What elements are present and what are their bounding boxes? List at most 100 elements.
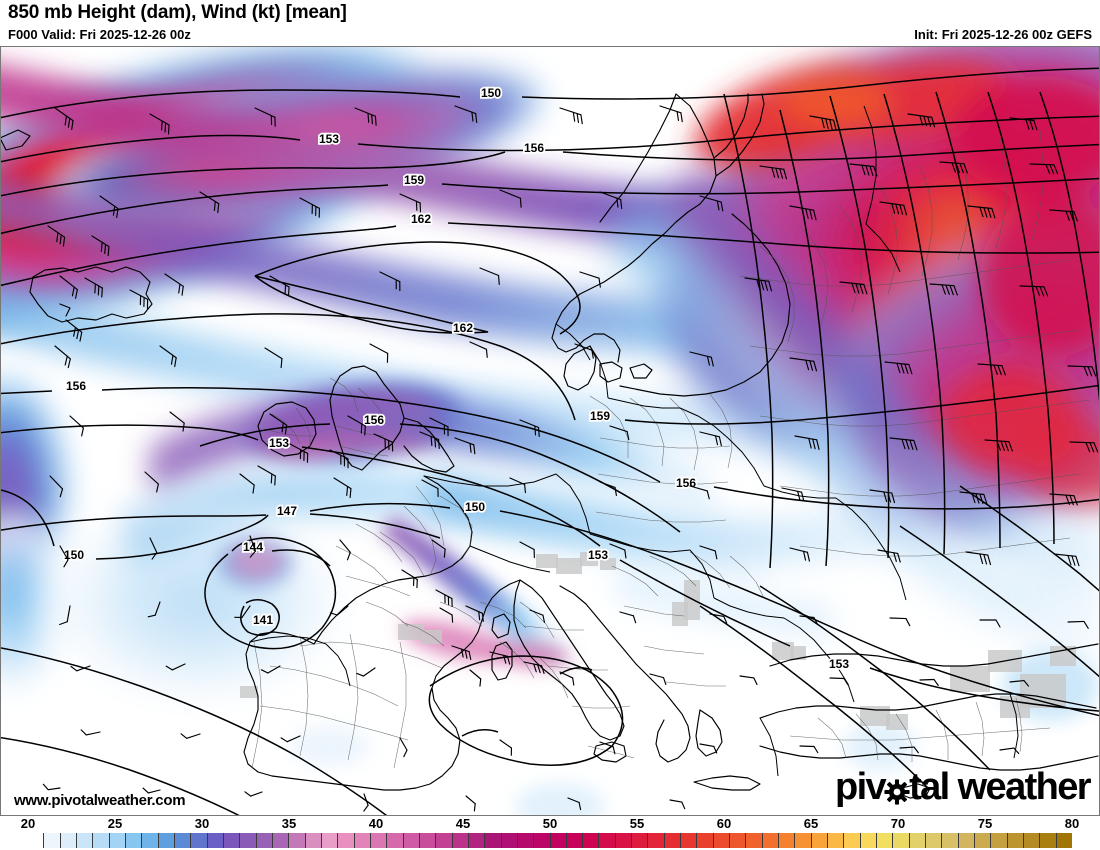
colorbar-cell-20: [354, 833, 371, 848]
colorbar-tick-75: 75: [977, 816, 993, 831]
contour-label-153-8: 153: [269, 436, 289, 450]
map-canvas[interactable]: 150 150 153 153 156 156 159 159 162 162 162 162 156 1…: [0, 46, 1100, 817]
colorbar-cell-39: [664, 833, 682, 848]
colorbar-cell-19: [338, 833, 355, 848]
colorbar-cell-52: [877, 833, 894, 848]
colorbar-cell-48: [811, 833, 829, 848]
colorbar-cell-0: [28, 833, 45, 848]
colorbar-swatches[interactable]: [28, 833, 1072, 848]
colorbar-cell-29: [501, 833, 518, 848]
colorbar-cell-58: [975, 833, 992, 848]
colorbar-cell-13: [240, 833, 257, 848]
colorbar-tick-60: 60: [716, 816, 732, 831]
colorbar-cell-61: [1024, 833, 1041, 848]
contour-label-141-16: 141: [253, 613, 273, 627]
contour-label-162-4: 162: [411, 212, 431, 226]
colorbar-cell-12: [223, 833, 241, 848]
colorbar-cell-4: [93, 833, 110, 848]
contour-label-156-10: 156: [676, 476, 696, 490]
colorbar-cell-37: [632, 833, 649, 848]
page-title: 850 mb Height (dam), Wind (kt) [mean]: [8, 2, 347, 23]
init-time-label: Init: Fri 2025-12-26 00z GEFS: [914, 27, 1092, 42]
colorbar-cell-25: [436, 833, 453, 848]
colorbar-cell-31: [534, 833, 551, 848]
national-border-layer: [249, 105, 1019, 777]
colorbar-tick-20: 20: [20, 816, 36, 831]
colorbar-cell-57: [958, 833, 976, 848]
colorbar-cell-3: [76, 833, 94, 848]
contour-label-halo-14: 144: [243, 540, 263, 554]
colorbar-tick-40: 40: [368, 816, 384, 831]
colorbar-tick-45: 45: [455, 816, 471, 831]
colorbar-cell-15: [272, 833, 290, 848]
colorbar-cell-32: [550, 833, 567, 848]
colorbar-cell-23: [403, 833, 420, 848]
contour-label-159-3: 159: [404, 173, 424, 187]
colorbar-tick-55: 55: [629, 816, 645, 831]
contour-label-halo-11: 147: [277, 504, 297, 518]
colorbar-cell-33: [566, 833, 584, 848]
contour-label-halo-6: 156: [66, 379, 86, 393]
colorbar-cell-27: [468, 833, 486, 848]
colorbar-tick-70: 70: [890, 816, 906, 831]
colorbar-cell-43: [730, 833, 747, 848]
valid-time-label: F000 Valid: Fri 2025-12-26 00z: [8, 27, 191, 42]
contour-label-halo-2: 156: [524, 141, 544, 155]
colorbar-cell-60: [1007, 833, 1025, 848]
colorbar-cell-54: [909, 833, 927, 848]
contour-label-halo-16: 141: [253, 613, 273, 627]
colorbar-cell-50: [844, 833, 861, 848]
contour-label-156-2: 156: [524, 141, 544, 155]
colorbar-tick-30: 30: [194, 816, 210, 831]
contour-label-147-11: 147: [277, 504, 297, 518]
contour-label-153-17: 153: [829, 657, 849, 671]
colorbar-cell-53: [893, 833, 910, 848]
contour-label-150-13: 150: [64, 548, 84, 562]
contour-label-159-7: 159: [590, 409, 610, 423]
contour-label-halo-17: 153: [829, 657, 849, 671]
colorbar-tick-50: 50: [542, 816, 558, 831]
colorbar-cell-24: [419, 833, 437, 848]
contour-label-153-1: 153: [319, 132, 339, 146]
contour-label-halo-4: 162: [411, 212, 431, 226]
colorbar-cell-34: [583, 833, 600, 848]
colorbar-cell-26: [452, 833, 469, 848]
height-contour-layer: [0, 67, 1100, 816]
colorbar-cell-46: [779, 833, 796, 848]
colorbar-tick-80: 80: [1064, 816, 1080, 831]
colorbar-cell-51: [860, 833, 878, 848]
contour-label-156-6: 156: [66, 379, 86, 393]
contour-label-halo-15: 153: [588, 548, 608, 562]
contour-label-halo-9: 156: [364, 413, 384, 427]
colorbar-cell-41: [697, 833, 714, 848]
logo-text-part2: tal weather: [909, 766, 1092, 808]
contour-label-150-0: 150: [481, 86, 501, 100]
gear-icon: [884, 779, 910, 805]
colorbar-legend: 20 25 30 35 40 45 50 55 60 65 70 75 80: [0, 816, 1100, 850]
contour-label-150-12: 150: [465, 500, 485, 514]
logo-text-part1: piv: [834, 766, 887, 808]
contour-label-144-14: 144: [243, 540, 263, 554]
colorbar-cell-8: [158, 833, 175, 848]
contour-label-156-9: 156: [364, 413, 384, 427]
admin-boundary-layer: [251, 129, 1091, 769]
colorbar-cell-17: [305, 833, 322, 848]
map-header: 850 mb Height (dam), Wind (kt) [mean] F0…: [0, 0, 1100, 46]
colorbar-cell-56: [942, 833, 959, 848]
colorbar-cell-2: [60, 833, 77, 848]
colorbar-cell-21: [370, 833, 388, 848]
contour-label-halo-1: 153: [319, 132, 339, 146]
colorbar-tick-25: 25: [107, 816, 123, 831]
contour-label-halo-8: 153: [269, 436, 289, 450]
colorbar-cell-18: [321, 833, 339, 848]
colorbar-cell-7: [142, 833, 159, 848]
colorbar-cell-5: [109, 833, 126, 848]
colorbar-cell-9: [174, 833, 192, 848]
colorbar-cell-42: [713, 833, 731, 848]
contour-label-halo-7: 159: [590, 409, 610, 423]
map-svg: 1501501531531561561591591621621621621561…: [0, 46, 1100, 816]
contour-label-halo-5: 162: [453, 321, 473, 335]
contour-label-halo-3: 159: [404, 173, 424, 187]
colorbar-cell-62: [1040, 833, 1057, 848]
contour-label-halo-12: 150: [465, 500, 485, 514]
